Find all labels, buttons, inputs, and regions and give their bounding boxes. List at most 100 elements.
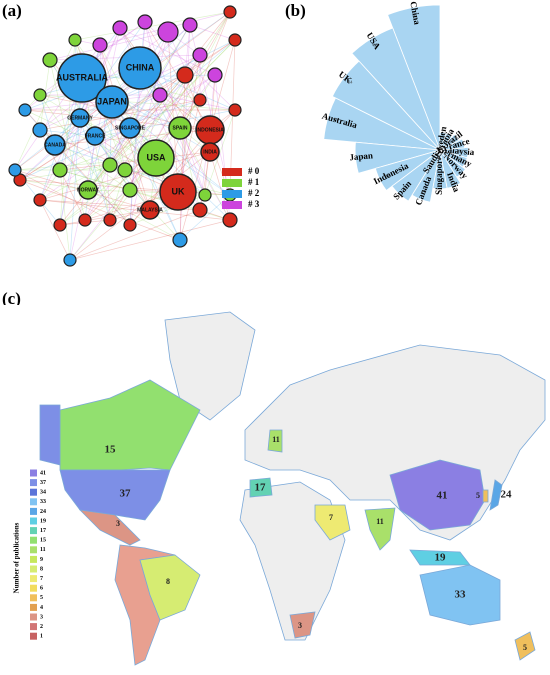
node [102,157,118,173]
rose-bar [439,131,447,151]
node [63,253,77,267]
country [78,509,141,546]
node [117,162,133,178]
country [289,611,316,639]
edge [155,11,231,159]
country-value: 3 [116,519,120,528]
node [52,162,68,178]
node [70,108,90,128]
country-value: 5 [476,491,480,500]
legend-swatch [30,517,37,525]
edge [54,94,161,146]
value-label: 24 [361,154,365,159]
node-label: GERMANY [67,115,93,121]
node [223,5,237,19]
edge [109,169,126,221]
node-label: NORWAY [77,187,100,193]
edge [159,94,206,196]
country [364,507,396,551]
edge [59,151,211,171]
legend-swatch [30,575,37,583]
country [514,631,536,661]
node-label: INDONESIA [196,127,224,133]
edge [19,179,89,191]
edge [129,39,236,129]
country-value: 37 [120,488,132,500]
node [176,66,194,84]
edge [184,39,236,76]
legend-label: 33 [40,499,46,505]
edge [109,24,191,166]
legend-label: 7 [40,576,43,582]
value-label: 41 [413,12,417,17]
node [122,182,138,198]
legend-label: 1 [40,634,43,640]
node [78,180,98,200]
node [123,218,137,232]
node-label: INDIA [203,149,217,155]
country-value: 8 [166,577,170,586]
value-label: 11 [449,176,453,181]
country [482,489,489,503]
edge [69,209,201,261]
node [198,188,212,202]
legend-label: 34 [40,490,46,496]
legend-swatch [30,594,37,602]
legend-swatch [222,201,242,209]
node [192,202,208,218]
edge [84,189,131,221]
node-label: USA [146,152,166,162]
legend-swatch [222,179,242,187]
node [193,93,207,107]
legend-label: 5 [40,595,43,601]
node-label: UK [172,186,185,196]
legend-title: Number of publications [13,522,21,593]
edge [179,127,231,221]
node [137,14,153,30]
legend-swatch [222,168,242,176]
edge [59,157,157,226]
node [192,47,208,63]
category-label: Singapore [434,156,444,195]
edge [111,39,236,103]
value-label: 7 [455,142,457,147]
network-panel: (a) CHINA AUSTRALIA JAPAN USA UK INDONESIA SPAI… [2,1,260,267]
edge [204,109,236,196]
value-label: 15 [422,189,426,194]
legend-label: 24 [40,509,46,515]
node [222,212,238,228]
legend-label: # 0 [248,166,260,176]
node [85,126,105,146]
rose-bar [351,27,441,151]
edge [69,151,211,261]
edge [19,39,236,181]
value-label: 11 [438,178,442,183]
node-label: CANADA [44,142,66,148]
node-label: MALAYSIA [137,207,163,213]
edge [109,74,186,166]
rose-bar [411,149,441,203]
node [228,33,242,47]
node [8,163,22,177]
legend-swatch [30,584,37,592]
edge [19,179,181,241]
edge [144,21,206,196]
value-label: 33 [333,117,337,122]
value-label: 6 [450,139,452,144]
legend-swatch [30,565,37,573]
country [389,459,486,531]
node-label: SPAIN [173,125,188,131]
country [249,477,273,498]
node [112,20,128,36]
node [92,37,108,53]
country-value: 41 [437,490,448,502]
country-value: 19 [435,552,447,564]
node [207,67,223,83]
edge [149,11,231,211]
country-value: 11 [272,435,280,444]
legend-label: 8 [40,566,43,572]
legend-label: # 3 [248,199,260,209]
rose-bar [387,4,441,151]
